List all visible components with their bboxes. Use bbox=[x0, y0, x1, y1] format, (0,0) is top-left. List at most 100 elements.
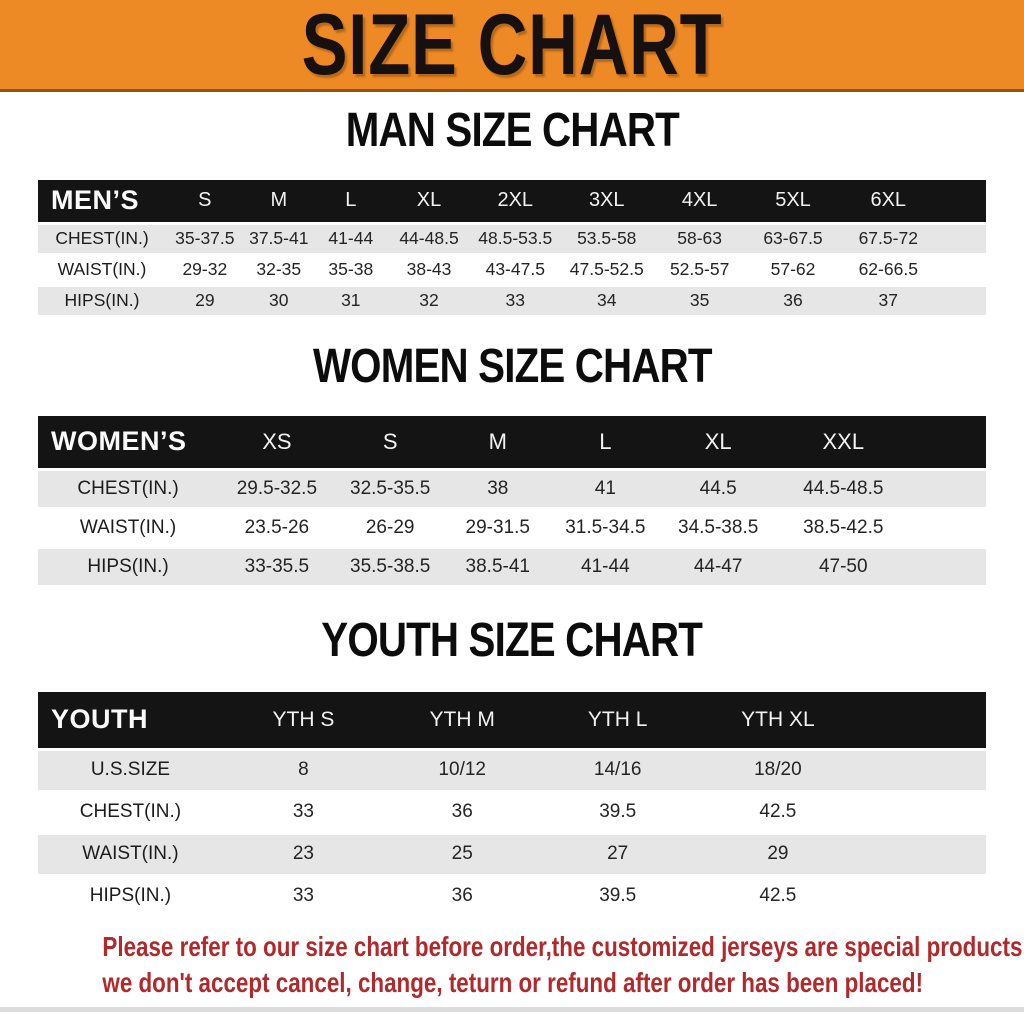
size-cell: 39.5 bbox=[599, 885, 637, 906]
size-cell: 38-43 bbox=[406, 259, 452, 279]
row-label: WAIST(IN.) bbox=[82, 843, 179, 864]
table-row: WAIST(IN.) 23.5-26 26-29 29-31.5 31.5-34.5 34… bbox=[38, 508, 986, 548]
size-cell: 44-47 bbox=[693, 556, 743, 577]
size-chart-sections: MAN SIZE CHART MEN’S S M L XL 2XL 3XL 4XL 5XL 6XL C… bbox=[0, 92, 1024, 919]
size-cell: 41-44 bbox=[328, 228, 374, 248]
size-column-header: 2XL bbox=[497, 189, 534, 212]
size-cell: 31 bbox=[341, 290, 361, 310]
size-cell: 18/20 bbox=[754, 759, 802, 780]
size-cell: 41-44 bbox=[581, 556, 630, 577]
table-row: HIPS(IN.) 33-35.5 35.5-38.5 38.5-41 41-44 44-… bbox=[38, 547, 986, 587]
size-cell: 10/12 bbox=[438, 759, 486, 780]
bottom-edge-divider bbox=[0, 1006, 1024, 1012]
youth-section-heading: YOUTH SIZE CHART bbox=[0, 616, 1024, 674]
size-cell: 67.5-72 bbox=[858, 228, 918, 248]
size-cell: 8 bbox=[298, 759, 309, 780]
table-row: WAIST(IN.) 23 25 27 29 bbox=[38, 833, 986, 875]
size-column-header: S bbox=[198, 189, 212, 212]
header-filler-cell bbox=[937, 180, 986, 223]
size-cell: 27 bbox=[607, 843, 629, 864]
size-cell: 29 bbox=[195, 290, 215, 310]
size-cell: 44.5-48.5 bbox=[803, 478, 884, 499]
row-label: CHEST(IN.) bbox=[55, 228, 149, 248]
row-label: HIPS(IN.) bbox=[64, 290, 140, 310]
row-filler-cell bbox=[937, 285, 986, 316]
size-cell: 43-47.5 bbox=[485, 259, 545, 279]
women-size-table: WOMEN’S XS S M L XL XXL CHEST(IN.) 29.5-32.5 32.5… bbox=[38, 415, 986, 589]
size-column-header: M bbox=[488, 428, 507, 454]
table-row: CHEST(IN.) 33 36 39.5 42.5 bbox=[38, 791, 986, 833]
size-column-header: L bbox=[345, 189, 357, 212]
size-cell: 29.5-32.5 bbox=[236, 478, 318, 499]
size-cell: 57-62 bbox=[770, 259, 816, 279]
size-cell: 29-31.5 bbox=[465, 517, 530, 538]
row-filler-cell bbox=[861, 875, 986, 917]
notice-line-1: Please refer to our size chart before or… bbox=[102, 930, 1024, 962]
size-column-header: YTH XL bbox=[741, 707, 815, 731]
table-header-row: MEN’S S M L XL 2XL 3XL 4XL 5XL 6XL bbox=[38, 180, 986, 223]
youth-size-chart-section: YOUTH SIZE CHART YOUTH YTH S YTH M YTH L YTH … bbox=[0, 616, 1024, 919]
men-size-chart-section: MAN SIZE CHART MEN’S S M L XL 2XL 3XL 4XL 5XL 6XL C… bbox=[0, 106, 1024, 318]
men-size-table: MEN’S S M L XL 2XL 3XL 4XL 5XL 6XL CHEST(IN.) 35-37… bbox=[38, 180, 986, 318]
size-cell: 44-48.5 bbox=[399, 228, 459, 248]
size-column-header: 3XL bbox=[588, 189, 625, 212]
size-cell: 38 bbox=[487, 478, 509, 499]
table-row: U.S.SIZE 8 10/12 14/16 18/20 bbox=[38, 749, 986, 791]
size-cell: 35.5-38.5 bbox=[350, 556, 431, 577]
table-row: WAIST(IN.) 29-32 32-35 35-38 38-43 43-47.5 47.… bbox=[38, 254, 986, 285]
size-cell: 36 bbox=[783, 290, 803, 310]
size-cell: 23 bbox=[292, 843, 314, 864]
size-cell: 25 bbox=[451, 843, 473, 864]
size-cell: 14/16 bbox=[593, 759, 642, 780]
size-cell: 47-50 bbox=[818, 556, 868, 577]
size-column-header: XXL bbox=[822, 428, 865, 454]
size-cell: 33 bbox=[292, 885, 314, 906]
banner: SIZE CHART bbox=[0, 0, 1024, 92]
size-column-header: XL bbox=[416, 189, 442, 212]
size-cell: 29-32 bbox=[182, 259, 228, 279]
row-label: CHEST(IN.) bbox=[77, 478, 179, 499]
men-section-heading: MAN SIZE CHART bbox=[0, 106, 1024, 164]
row-filler-cell bbox=[861, 833, 986, 875]
size-column-header: YTH M bbox=[429, 707, 495, 731]
table-row: CHEST(IN.) 29.5-32.5 32.5-35.5 38 41 44.5 44.5… bbox=[38, 469, 986, 509]
size-cell: 33-35.5 bbox=[244, 556, 310, 577]
size-cell: 33 bbox=[292, 801, 314, 822]
size-column-header: XL bbox=[704, 428, 732, 454]
size-cell: 39.5 bbox=[599, 801, 637, 822]
size-cell: 38.5-42.5 bbox=[803, 517, 884, 538]
size-cell: 32.5-35.5 bbox=[350, 478, 431, 499]
row-filler-cell bbox=[861, 791, 986, 833]
row-filler-cell bbox=[910, 548, 986, 587]
size-cell: 47.5-52.5 bbox=[569, 259, 644, 279]
youth-size-table: YOUTH YTH S YTH M YTH L YTH XL U.S.SIZE 8 10/12… bbox=[38, 692, 986, 919]
size-cell: 36 bbox=[451, 885, 473, 906]
size-cell: 35-37.5 bbox=[175, 228, 235, 248]
row-label: CHEST(IN.) bbox=[79, 801, 182, 822]
row-filler-cell bbox=[861, 749, 986, 791]
women-section-heading: WOMEN SIZE CHART bbox=[0, 341, 1024, 400]
size-cell: 32-35 bbox=[256, 259, 302, 279]
size-cell: 63-67.5 bbox=[763, 228, 823, 248]
size-column-header: 5XL bbox=[775, 189, 811, 212]
size-cell: 30 bbox=[269, 290, 289, 310]
table-row: CHEST(IN.) 35-37.5 37.5-41 41-44 44-48.5 48.5… bbox=[38, 223, 986, 254]
size-column-header: S bbox=[382, 428, 398, 454]
table-header-label: MEN’S bbox=[51, 185, 140, 216]
row-filler-cell bbox=[937, 223, 986, 254]
size-cell: 53.5-58 bbox=[577, 228, 637, 248]
row-label: WAIST(IN.) bbox=[57, 259, 147, 279]
size-column-header: YTH S bbox=[272, 707, 335, 731]
size-cell: 33 bbox=[505, 290, 525, 310]
size-column-header: XS bbox=[262, 428, 292, 454]
row-label: WAIST(IN.) bbox=[79, 517, 177, 538]
table-row: HIPS(IN.) 29 30 31 32 33 34 35 36 37 bbox=[38, 285, 986, 316]
header-filler-cell bbox=[910, 416, 986, 470]
banner-title: SIZE CHART bbox=[301, 0, 723, 93]
size-column-header: 4XL bbox=[681, 189, 718, 212]
table-header-row: YOUTH YTH S YTH M YTH L YTH XL bbox=[38, 692, 986, 749]
row-filler-cell bbox=[910, 470, 986, 509]
size-cell: 62-66.5 bbox=[858, 259, 918, 279]
footer-notice: Please refer to our size chart before or… bbox=[0, 929, 1024, 1001]
size-column-header: L bbox=[599, 428, 612, 454]
